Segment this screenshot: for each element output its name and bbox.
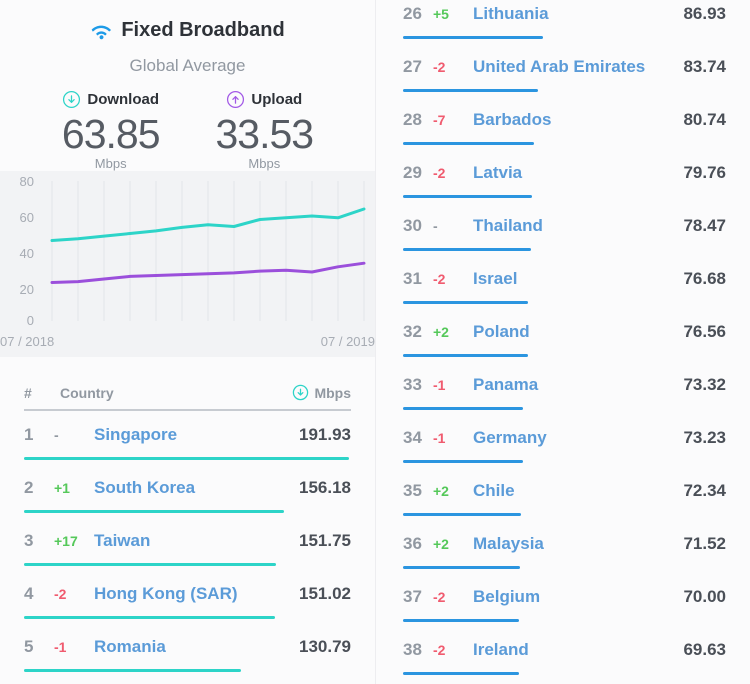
svg-text:0: 0 [27, 313, 34, 328]
svg-text:20: 20 [20, 282, 34, 297]
svg-text:07 / 2019: 07 / 2019 [321, 334, 375, 349]
svg-text:40: 40 [20, 246, 34, 261]
svg-text:60: 60 [20, 210, 34, 225]
svg-text:07 / 2018: 07 / 2018 [0, 334, 54, 349]
svg-text:80: 80 [20, 174, 34, 189]
